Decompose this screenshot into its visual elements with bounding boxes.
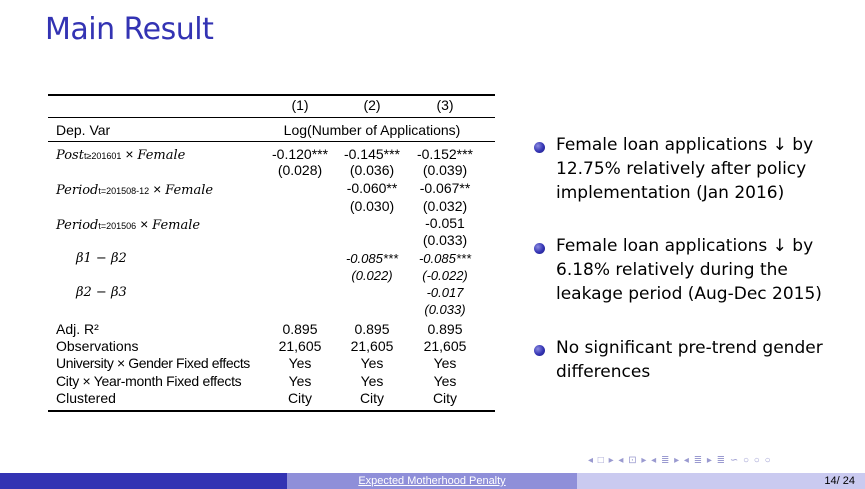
stat-adj-r2-2: 0.895 <box>354 321 390 337</box>
stat-univ-gender-fe-1: Yes <box>288 355 312 371</box>
stat-observations-label: Observations <box>56 338 139 354</box>
beta1-minus-beta2-label: β1 − β2 <box>76 251 127 266</box>
stat-observations-1: 21,605 <box>278 338 322 354</box>
stat-adj-r2-label: Adj. R² <box>56 321 99 337</box>
beamer-navigation-icons[interactable]: ◂ □ ▸ ◂ ⊡ ▸ ◂ ≣ ▸ ◂ ≣ ▸ ≣ ∽ ○ ○ ○ <box>588 455 772 466</box>
bullet-text: No significant pre-trend gender differen… <box>556 338 823 382</box>
row1-se-1: (0.028) <box>277 162 323 178</box>
col-header-1: (1) <box>291 97 309 113</box>
row2-se-2: (0.030) <box>349 198 395 214</box>
row4-se-2: (0.022) <box>351 268 393 283</box>
table-bottom-rule <box>48 410 495 412</box>
row1-se-3: (0.039) <box>422 162 468 178</box>
table-header-rule <box>48 117 495 118</box>
row4-coef-2: -0.085*** <box>345 251 399 266</box>
stat-city-month-fe-2: Yes <box>360 373 384 389</box>
stat-univ-gender-fe-2: Yes <box>360 355 384 371</box>
row5-coef-3: -0.017 <box>426 285 464 300</box>
row3-se-3: (0.033) <box>422 232 468 248</box>
row4-coef-3: -0.085*** <box>418 251 472 266</box>
footer-bar: Expected Motherhood Penalty 14/ 24 <box>0 473 865 489</box>
dep-var-label: Dep. Var <box>56 122 111 138</box>
table-top-rule <box>48 94 495 96</box>
footer-page-number: 14/ 24 <box>577 473 865 489</box>
row2-se-3: (0.032) <box>422 198 468 214</box>
bullet-dot-icon <box>534 243 545 254</box>
footer-title[interactable]: Expected Motherhood Penalty <box>287 473 577 489</box>
regression-table: (1) (2) (3) Dep. Var Log(Number of Appli… <box>48 94 495 412</box>
stat-univ-gender-fe-label: University × Gender Fixed effects <box>56 355 250 371</box>
row-period-jun-label: Periodt=201506 × Female <box>56 216 201 233</box>
row2-coef-2: -0.060** <box>346 180 398 196</box>
footer-title-link[interactable]: Expected Motherhood Penalty <box>358 475 506 487</box>
stat-clustered-label: Clustered <box>56 390 116 406</box>
bullet-dot-icon <box>534 142 545 153</box>
bullet-dot-icon <box>534 345 545 356</box>
row1-se-2: (0.036) <box>349 162 395 178</box>
stat-clustered-3: City <box>432 390 458 406</box>
table-mid-rule <box>48 141 495 142</box>
footer-left-segment <box>0 473 287 489</box>
row1-coef-3: -0.152*** <box>416 146 474 162</box>
stat-observations-2: 21,605 <box>350 338 394 354</box>
col-header-2: (2) <box>363 97 381 113</box>
row1-coef-2: -0.145*** <box>343 146 401 162</box>
stat-city-month-fe-1: Yes <box>288 373 312 389</box>
row5-se-3: (0.033) <box>424 302 466 317</box>
stat-city-month-fe-label: City × Year-month Fixed effects <box>56 373 242 389</box>
row1-coef-1: -0.120*** <box>272 146 329 162</box>
dep-var-value: Log(Number of Applications) <box>283 122 461 138</box>
slide-title: Main Result <box>45 12 214 47</box>
row4-se-3: (-0.022) <box>422 268 468 283</box>
stat-adj-r2-1: 0.895 <box>282 321 318 337</box>
beta2-minus-beta3-label: β2 − β3 <box>76 285 127 300</box>
bullet-text: Female loan applications ↓ by 12.75% rel… <box>556 135 814 203</box>
row3-coef-3: -0.051 <box>425 215 465 231</box>
stat-univ-gender-fe-3: Yes <box>433 355 457 371</box>
row-period-aug-dec-label: Periodt=201508-12 × Female <box>56 181 214 198</box>
row-post-female-label: Postt≥201601 × Female <box>56 146 186 163</box>
stat-clustered-1: City <box>287 390 313 406</box>
stat-adj-r2-3: 0.895 <box>427 321 463 337</box>
bullet-text: Female loan applications ↓ by 6.18% rela… <box>556 236 822 304</box>
stat-observations-3: 21,605 <box>423 338 467 354</box>
page-number: 14/ 24 <box>824 475 855 487</box>
stat-city-month-fe-3: Yes <box>433 373 457 389</box>
stat-clustered-2: City <box>359 390 385 406</box>
col-header-3: (3) <box>436 97 454 113</box>
row2-coef-3: -0.067** <box>419 180 471 196</box>
